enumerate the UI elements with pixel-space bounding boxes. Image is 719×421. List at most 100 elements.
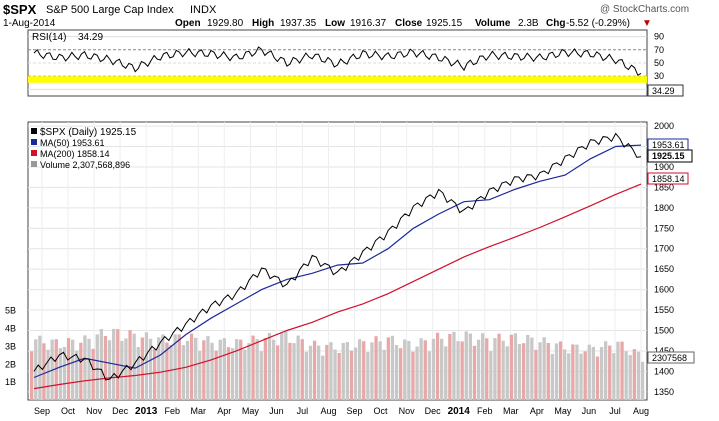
volume-bar xyxy=(403,339,407,400)
volume-bar xyxy=(235,339,239,400)
volume-bar xyxy=(75,350,79,400)
volume-bar xyxy=(198,350,202,400)
x-tick-label: Sep xyxy=(34,406,50,416)
price-tick-label: 1850 xyxy=(654,182,674,192)
price-legend: $SPX (Daily) 1925.15 MA(50) 1953.61 MA(2… xyxy=(31,127,137,170)
watermark: @ StockCharts.com xyxy=(600,4,689,15)
volume-bar xyxy=(382,349,386,400)
volume-tick-label: 4B xyxy=(5,324,16,334)
x-tick-label: Sep xyxy=(347,406,363,416)
volume-bar xyxy=(456,341,460,400)
rsi-value: 34.29 xyxy=(78,32,103,43)
volume-bar xyxy=(345,342,349,400)
volume-bar xyxy=(206,336,210,400)
ma200-line xyxy=(33,183,642,390)
price-tick-label: 1750 xyxy=(654,223,674,233)
x-tick-label: Dec xyxy=(425,406,442,416)
volume-bar xyxy=(280,333,284,400)
volume-bar xyxy=(144,332,149,400)
chg-down-arrow-icon: ▼ xyxy=(642,18,652,29)
volume-bar xyxy=(411,351,415,400)
rsi-label: RSI(14) xyxy=(32,32,66,43)
volume-bar xyxy=(587,344,591,400)
volume-bar xyxy=(640,361,645,400)
volume-bar xyxy=(435,332,440,400)
volume-bar xyxy=(153,348,157,400)
volume-bar xyxy=(276,345,280,400)
ma200-badge xyxy=(647,172,689,185)
volume-bar xyxy=(46,349,50,400)
rsi-current-badge-text: 34.29 xyxy=(652,86,675,96)
legend-swatch-spx xyxy=(31,128,37,134)
volume-bar xyxy=(534,349,538,400)
volume-bar xyxy=(222,338,226,400)
volume-badge xyxy=(647,351,695,364)
open-value: 1929.80 xyxy=(207,18,244,29)
volume-bar xyxy=(390,335,395,400)
volume-bar xyxy=(132,333,136,400)
ma50-badge-text: 1953.61 xyxy=(652,140,685,150)
high-value: 1937.35 xyxy=(280,18,317,29)
volume-bar xyxy=(608,345,612,400)
volume-bar xyxy=(62,347,67,400)
volume-bar xyxy=(79,342,83,400)
volume-bar xyxy=(210,342,214,400)
legend-swatch-ma50 xyxy=(31,139,37,145)
rsi-tick-label: 90 xyxy=(654,32,664,42)
volume-bar xyxy=(468,333,472,400)
volume-bar xyxy=(636,351,641,400)
volume-bar xyxy=(415,346,419,400)
volume-bar xyxy=(599,347,604,400)
volume-tick-label: 2B xyxy=(5,359,16,369)
volume-bar xyxy=(185,340,190,400)
volume-bar xyxy=(30,351,34,400)
volume-bar xyxy=(378,341,382,400)
x-tick-label: May xyxy=(554,406,572,416)
volume-bar xyxy=(431,338,436,400)
volume-bar xyxy=(226,347,231,400)
volume-bar xyxy=(583,351,587,400)
price-tick-label: 1500 xyxy=(654,326,674,336)
x-tick-label: Feb xyxy=(477,406,493,416)
volume-value: 2.3B xyxy=(518,18,539,29)
volume-bar xyxy=(304,351,308,400)
x-tick-label: Oct xyxy=(61,406,76,416)
x-tick-label: 2014 xyxy=(448,406,471,417)
low-label: Low xyxy=(325,18,345,29)
volume-bar xyxy=(349,350,354,400)
rsi-tick-label: 50 xyxy=(654,58,664,68)
open-label: Open xyxy=(175,18,201,29)
x-tick-label: Jul xyxy=(297,406,309,416)
volume-bar xyxy=(444,346,448,400)
volume-bar xyxy=(239,339,243,400)
volume-bar xyxy=(83,335,87,400)
volume-bar xyxy=(517,343,522,400)
price-tick-label: 1550 xyxy=(654,305,674,315)
volume-bar xyxy=(103,336,108,400)
price-tick-label: 1400 xyxy=(654,366,674,376)
price-tick-label: 1900 xyxy=(654,162,674,172)
volume-bar xyxy=(157,337,161,400)
volume-bar xyxy=(423,340,427,400)
x-tick-label: 2013 xyxy=(135,406,158,417)
x-tick-label: Dec xyxy=(112,406,129,416)
legend-volume: Volume 2,307,568,896 xyxy=(40,160,130,170)
x-tick-label: Apr xyxy=(217,406,231,416)
chg-value: -5.52 (-0.29%) xyxy=(566,18,630,29)
volume-bar xyxy=(612,353,616,400)
volume-bar xyxy=(267,333,272,400)
legend-swatch-volume xyxy=(31,161,37,167)
legend-ma200: MA(200) 1858.14 xyxy=(40,149,110,159)
x-tick-label: Aug xyxy=(633,406,649,416)
price-tick-label: 1650 xyxy=(654,264,674,274)
volume-bar xyxy=(124,338,128,400)
volume-bar xyxy=(526,334,530,400)
exchange-name: INDX xyxy=(190,4,217,16)
x-tick-label: Jun xyxy=(269,406,284,416)
volume-bar xyxy=(259,351,263,400)
volume-axis-ticks: 5B 4B 3B 2B 1B xyxy=(5,306,16,387)
volume-bar xyxy=(169,344,173,400)
volume-bar xyxy=(427,351,431,400)
volume-bar xyxy=(263,337,267,400)
